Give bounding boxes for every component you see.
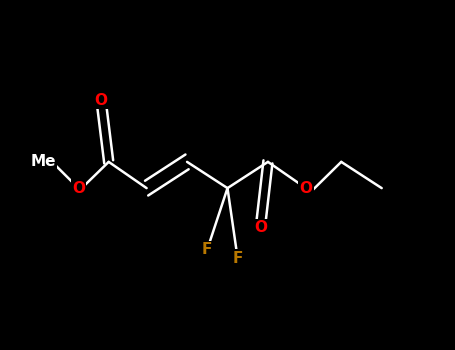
Text: O: O <box>299 181 313 196</box>
Text: O: O <box>254 220 267 235</box>
Text: F: F <box>233 251 243 266</box>
Text: Me: Me <box>30 154 56 169</box>
Text: F: F <box>202 242 212 257</box>
Text: O: O <box>72 181 85 196</box>
Text: O: O <box>95 93 108 108</box>
